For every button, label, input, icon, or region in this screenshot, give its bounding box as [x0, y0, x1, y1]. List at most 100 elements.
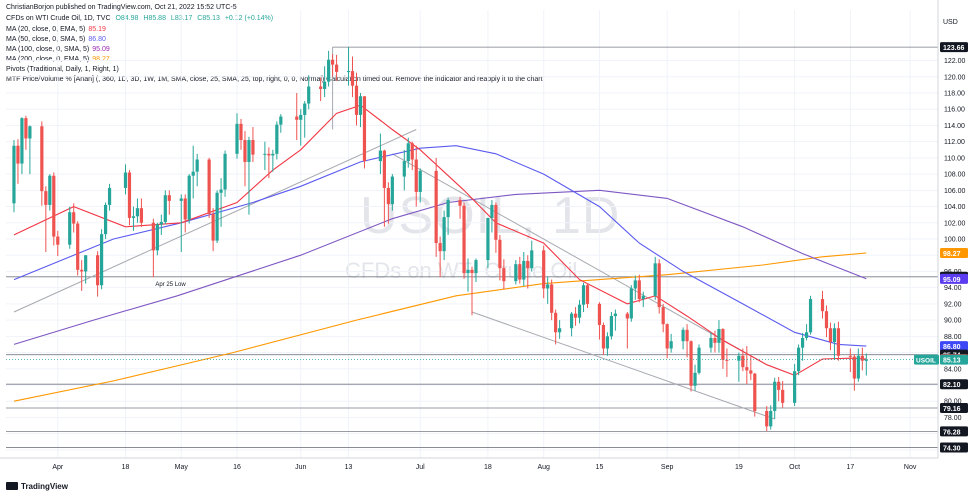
- candle: [319, 77, 323, 102]
- candle-body: [323, 81, 327, 89]
- candle: [418, 168, 422, 203]
- candle: [681, 327, 685, 350]
- candle-body: [303, 103, 307, 115]
- annotation-label: Apr 25 Low: [155, 282, 186, 288]
- candle: [486, 217, 490, 269]
- sma50-line: [13, 145, 867, 347]
- candle-body: [183, 198, 187, 220]
- candle: [96, 251, 100, 297]
- candle: [514, 260, 518, 285]
- indicator-sma100[interactable]: MA (100, close, 0, SMA, 5) 95.09: [6, 46, 110, 53]
- candle: [526, 255, 530, 289]
- candle: [832, 323, 837, 360]
- candle-body: [378, 150, 382, 162]
- candle-body: [52, 175, 56, 237]
- candle-body: [362, 96, 367, 162]
- candle: [295, 93, 299, 141]
- candle-body: [474, 260, 478, 274]
- candle: [80, 260, 84, 291]
- candle-body: [235, 123, 239, 154]
- candle: [605, 332, 610, 356]
- candle-body: [800, 337, 805, 348]
- candle: [474, 258, 478, 282]
- candle: [362, 96, 367, 169]
- candle: [769, 405, 773, 430]
- candle-body: [131, 216, 136, 218]
- candle-body: [781, 389, 785, 403]
- sma100-line: [13, 189, 867, 345]
- candle: [354, 72, 359, 126]
- candle-body: [808, 299, 813, 333]
- tradingview-logo: TradingView: [6, 482, 68, 491]
- indicator-sma50[interactable]: MA (50, close, 0, SMA, 5) 86.80: [6, 36, 106, 43]
- candle: [299, 109, 303, 146]
- price-tick-label: 84.00: [944, 366, 962, 373]
- candle-body: [446, 200, 450, 218]
- candle-body: [518, 264, 522, 280]
- candle: [76, 221, 80, 276]
- candle: [597, 302, 602, 340]
- time-tick-label: 16: [233, 464, 241, 471]
- candle-body: [486, 217, 490, 261]
- candle-body: [462, 205, 466, 274]
- candle: [107, 183, 112, 211]
- ohlc-change: +0.12 (+0.14%): [224, 15, 274, 22]
- candle: [585, 283, 590, 308]
- candle: [558, 320, 562, 339]
- candle-body: [458, 200, 462, 206]
- candle: [494, 202, 498, 253]
- candle: [852, 354, 856, 391]
- ohlc-close: C85.13: [197, 15, 220, 22]
- price-tick-label: 120.00: [944, 74, 966, 81]
- candle: [741, 348, 745, 372]
- time-tick-label: Nov: [904, 464, 917, 471]
- candle-body: [546, 284, 550, 289]
- candle-body: [279, 116, 283, 125]
- indicator-pivots[interactable]: Pivots (Traditional, Daily, 1, Right, 1): [6, 66, 119, 73]
- price-levels: [6, 46, 938, 448]
- candle: [669, 333, 673, 353]
- candle-body: [609, 316, 614, 337]
- candle: [267, 147, 271, 179]
- candle: [68, 206, 72, 249]
- price-tag-box: [940, 341, 968, 352]
- candle-body: [223, 153, 227, 190]
- candle: [271, 149, 275, 172]
- candle: [773, 377, 777, 420]
- candle-body: [490, 204, 494, 218]
- indicator-value: 95.09: [92, 46, 110, 53]
- candle-body: [601, 324, 606, 349]
- trendline: [13, 129, 417, 313]
- candle: [247, 136, 251, 215]
- time-tick-label: Jun: [295, 464, 306, 471]
- indicator-label: MA (20, close, 0, EMA, 5): [6, 26, 86, 33]
- indicator-value: 85.19: [88, 26, 106, 33]
- time-tick-label: May: [175, 464, 189, 471]
- candle: [685, 324, 689, 358]
- candle-body: [466, 269, 470, 274]
- candle-body: [502, 268, 506, 282]
- price-tick-label: 102.00: [944, 220, 966, 227]
- candle: [358, 93, 363, 128]
- candle-body: [127, 172, 132, 218]
- candle: [542, 245, 546, 299]
- indicator-ema20[interactable]: MA (20, close, 0, EMA, 5) 85.19: [6, 26, 106, 33]
- candle: [577, 299, 582, 324]
- candle-body: [247, 140, 251, 162]
- candle-body: [514, 264, 518, 282]
- indicator-mtf-volume[interactable]: MTF Price/Volume % [Anan] (, 360, 1D, 3D…: [6, 76, 543, 83]
- price-tag-box: [940, 442, 968, 453]
- candle: [713, 330, 717, 353]
- indicator-ema200[interactable]: MA (200, close, 0, EMA, 5) 98.27: [6, 56, 110, 63]
- candle-body: [159, 221, 163, 225]
- candle: [550, 279, 554, 321]
- symbol-tag-label: USOIL: [916, 358, 936, 365]
- price-tag-level: 79.16: [940, 403, 968, 414]
- indicator-label: MA (100, close, 0, SMA, 5): [6, 46, 90, 53]
- candle-body: [442, 217, 446, 252]
- price-tag-box: [940, 273, 968, 284]
- price-tag-ema200: 98.27: [940, 248, 968, 259]
- candle-body: [828, 328, 833, 343]
- price-tick-label: 88.00: [944, 334, 962, 341]
